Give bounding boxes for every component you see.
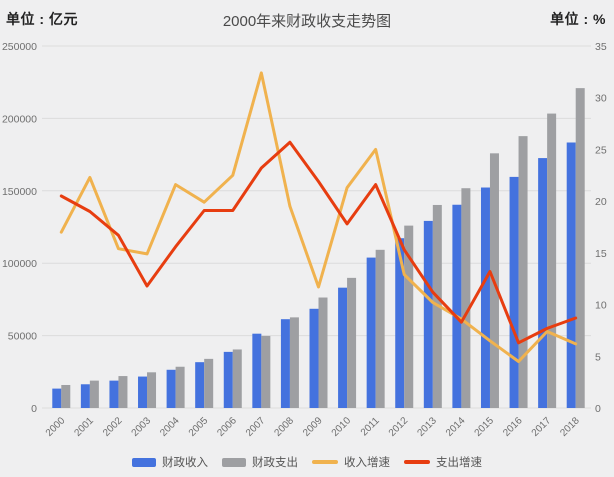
x-axis-tick-label: 2018	[558, 415, 582, 439]
x-axis-tick-label: 2005	[187, 415, 211, 439]
revenue-bar	[480, 187, 490, 408]
expenditure-bar	[547, 113, 557, 409]
left-axis-unit-label: 单位 : 亿元	[6, 11, 78, 27]
revenue-bar	[395, 238, 405, 408]
revenue-bar	[138, 376, 148, 408]
expenditure-growth-line-swatch-icon	[404, 460, 430, 464]
left-axis-tick-label: 50000	[8, 331, 37, 343]
expenditure-bar	[118, 376, 128, 408]
expenditure-bar	[204, 358, 214, 408]
x-axis-tick-label: 2002	[101, 415, 125, 439]
chart-plot-area: 0 50000 100000 150000 200000 250000 0 5 10 15 20 25…	[2, 41, 607, 439]
x-axis-tick-label: 2014	[444, 415, 468, 439]
revenue-growth-line	[59, 71, 578, 363]
expenditure-bar	[404, 225, 414, 408]
x-axis-tick-label: 2011	[359, 415, 382, 438]
left-axis-tick-label: 250000	[2, 41, 37, 53]
legend-label: 财政收入	[162, 457, 208, 469]
x-axis-tick-label: 2016	[501, 415, 525, 439]
x-axis-tick-label: 2001	[72, 415, 96, 439]
revenue-bar	[309, 308, 319, 408]
x-axis-tick-label: 2000	[44, 415, 68, 439]
expenditure-bar	[289, 317, 299, 408]
revenue-bar	[166, 369, 176, 408]
legend-item-revenue-growth[interactable]: 收入增速	[312, 454, 390, 470]
expenditure-bar	[575, 88, 585, 408]
legend-label: 财政支出	[252, 457, 298, 469]
x-axis-tick-label: 2015	[473, 415, 497, 439]
x-axis-tick-label: 2017	[530, 415, 554, 439]
expenditure-growth-line	[59, 140, 578, 345]
legend-item-expenditure-growth[interactable]: 支出增速	[404, 454, 482, 470]
expenditure-bar	[175, 366, 185, 408]
x-axis-tick-label: 2013	[415, 415, 439, 439]
chart-title: 2000年来财政收支走势图	[222, 13, 392, 30]
left-axis-tick-label: 0	[31, 403, 37, 415]
revenue-bar	[252, 333, 262, 408]
legend-label: 支出增速	[436, 457, 482, 469]
right-axis-unit-label: 单位 : %	[550, 11, 606, 27]
right-axis-tick-label: 20	[595, 196, 607, 208]
revenue-bar	[423, 220, 433, 408]
expenditure-bar	[89, 380, 99, 408]
right-axis-tick-label: 0	[595, 403, 601, 415]
left-axis-tick-label: 100000	[2, 258, 37, 270]
revenue-bar	[366, 257, 376, 408]
x-axis-tick-label: 2003	[130, 415, 154, 439]
x-axis-tick-label: 2010	[330, 415, 354, 439]
chart-legend: 财政收入 财政支出 收入增速 支出增速	[0, 453, 614, 471]
expenditure-bar	[61, 384, 71, 408]
right-axis-tick-label: 5	[595, 351, 601, 363]
right-axis-tick-label: 15	[595, 248, 607, 260]
expenditure-bar	[147, 372, 157, 408]
revenue-bar-swatch-icon	[132, 457, 156, 467]
right-axis-tick-label: 25	[595, 144, 607, 156]
expenditure-bar	[347, 277, 357, 408]
left-axis-tick-label: 200000	[2, 113, 37, 125]
expenditure-bar	[518, 136, 528, 409]
x-axis-tick-label: 2009	[301, 415, 325, 439]
x-axis-tick-label: 2008	[273, 415, 297, 439]
revenue-bar	[566, 142, 576, 408]
revenue-bar	[452, 204, 462, 408]
revenue-bar	[538, 158, 548, 408]
x-axis-tick-label: 2007	[244, 415, 268, 439]
expenditure-bar	[232, 349, 242, 408]
x-axis-tick-label: 2012	[387, 415, 411, 439]
revenue-bar	[109, 380, 119, 408]
expenditure-bar	[375, 249, 385, 408]
legend-label: 收入增速	[344, 457, 390, 469]
right-axis-tick-label: 10	[595, 300, 607, 312]
left-axis-tick-label: 150000	[2, 186, 37, 198]
expenditure-bar	[318, 297, 328, 408]
right-axis-tick-label: 30	[595, 93, 607, 105]
revenue-bar	[280, 319, 290, 408]
x-axis-tick-label: 2004	[158, 415, 182, 439]
revenue-bar	[80, 384, 90, 408]
revenue-growth-line-swatch-icon	[312, 460, 338, 464]
right-axis-tick-label: 35	[595, 41, 607, 53]
expenditure-bar-swatch-icon	[222, 457, 246, 467]
revenue-bar	[509, 176, 519, 408]
legend-item-fiscal-expenditure[interactable]: 财政支出	[222, 454, 298, 470]
revenue-bar	[223, 351, 233, 408]
revenue-bar	[52, 388, 62, 408]
expenditure-bar	[461, 188, 471, 408]
legend-item-fiscal-revenue[interactable]: 财政收入	[132, 454, 208, 470]
revenue-bar	[195, 362, 205, 408]
x-axis-tick-label: 2006	[215, 415, 239, 439]
revenue-bar	[338, 287, 348, 408]
expenditure-bar	[261, 335, 271, 408]
